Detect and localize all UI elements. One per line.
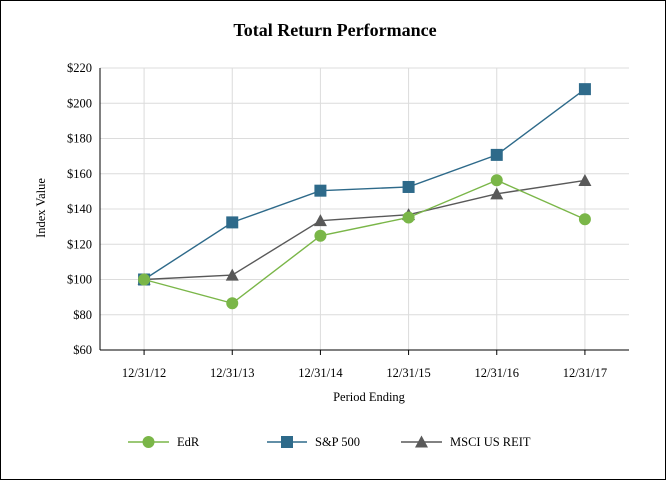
x-tick-label: 12/31/17 <box>563 366 607 380</box>
legend-marker-s-p-500 <box>281 436 293 448</box>
data-point-s-p-500 <box>314 184 327 197</box>
legend-marker-msci-us-reit <box>415 435 428 448</box>
legend-label-edr: EdR <box>177 435 200 449</box>
legend: EdR S&P 500 MSCI US REIT <box>128 435 531 449</box>
x-tick-label: 12/31/12 <box>122 366 166 380</box>
x-tick-label: 12/31/15 <box>386 366 430 380</box>
data-point-edr <box>314 229 327 242</box>
y-tick-label: $100 <box>67 273 92 287</box>
legend-marker-edr <box>142 436 155 448</box>
data-point-edr <box>226 297 239 310</box>
y-tick-label: $80 <box>73 308 92 322</box>
data-point-edr <box>490 174 503 187</box>
x-tick-label: 12/31/14 <box>298 366 343 380</box>
y-tick-label: $160 <box>67 167 92 181</box>
y-axis-label: Index Value <box>34 178 48 238</box>
legend-label-msci-us-reit: MSCI US REIT <box>450 435 531 449</box>
series-line-msci-us-reit <box>144 179 586 281</box>
data-point-msci-us-reit <box>490 187 504 200</box>
legend-label-s-p-500: S&P 500 <box>315 435 360 449</box>
data-point-edr <box>138 273 151 286</box>
series-line-edr <box>143 179 586 305</box>
y-tick-label: $120 <box>67 237 92 251</box>
chart-title: Total Return Performance <box>233 20 436 40</box>
data-point-msci-us-reit <box>225 268 239 281</box>
x-tick-label: 12/31/13 <box>210 366 254 380</box>
plot-area: $60 $80 $100 $120 $140 $160 $180 $200 $220 12/31/… <box>67 61 629 380</box>
y-tick-label: $60 <box>73 343 92 357</box>
data-point-s-p-500 <box>578 83 591 96</box>
y-tick-label: $180 <box>67 132 92 146</box>
data-point-edr <box>402 211 415 224</box>
y-tick-label: $220 <box>67 61 92 75</box>
x-axis-label: Period Ending <box>333 390 406 404</box>
data-point-msci-us-reit <box>578 173 592 186</box>
y-tick-label: $200 <box>67 96 92 110</box>
data-point-s-p-500 <box>402 180 415 193</box>
data-point-s-p-500 <box>490 148 503 161</box>
series-line-s-p-500 <box>143 88 586 281</box>
y-tick-label: $140 <box>67 202 92 216</box>
data-point-msci-us-reit <box>313 214 327 227</box>
x-tick-label: 12/31/16 <box>475 366 519 380</box>
data-point-edr <box>578 213 591 226</box>
data-point-s-p-500 <box>226 216 239 229</box>
